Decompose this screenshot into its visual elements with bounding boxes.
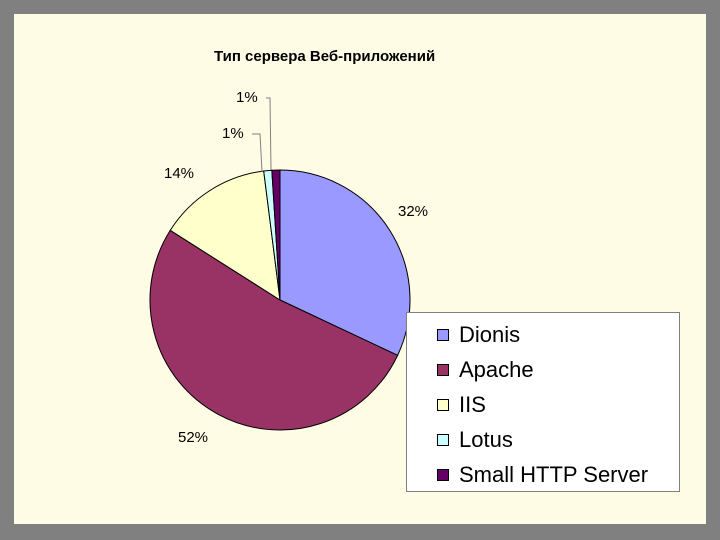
data-label-dionis: 32%: [398, 203, 428, 220]
pie-slice-apache: [149, 229, 399, 431]
legend: Dionis Apache IIS Lotus Small HTTP Server: [406, 312, 680, 492]
legend-item-lotus: Lotus: [407, 422, 679, 457]
legend-swatch: [437, 433, 449, 446]
data-label-iis: 14%: [164, 165, 194, 182]
leader-line-small-http-server: [266, 97, 272, 171]
pie-chart: 32% 52% 14% 1% 1%: [149, 89, 428, 446]
legend-label: IIS: [459, 391, 486, 417]
legend-label: Small HTTP Server: [459, 461, 649, 487]
legend-swatch: [437, 328, 449, 341]
legend-label: Dionis: [459, 321, 521, 347]
leader-line-lotus: [252, 133, 263, 173]
legend-item-apache: Apache: [407, 352, 679, 387]
pie-slice-small-http-server: [271, 169, 281, 301]
legend-item-small-http-server: Small HTTP Server: [407, 457, 679, 492]
legend-swatch: [437, 468, 449, 481]
legend-item-dionis: Dionis: [407, 317, 679, 352]
legend-swatch: [437, 398, 449, 411]
chart-area: Тип сервера Веб-приложений 32% 52% 14% 1% 1%…: [14, 14, 706, 524]
legend-item-iis: IIS: [407, 387, 679, 422]
legend-swatch: [437, 363, 449, 376]
legend-label: Apache: [459, 356, 534, 382]
pie-slice-iis: [169, 170, 281, 301]
data-label-small-http-server: 1%: [236, 89, 258, 106]
data-label-apache: 52%: [178, 429, 208, 446]
legend-label: Lotus: [459, 426, 513, 452]
chart-title: Тип сервера Веб-приложений: [214, 48, 436, 65]
data-label-lotus: 1%: [222, 125, 244, 142]
